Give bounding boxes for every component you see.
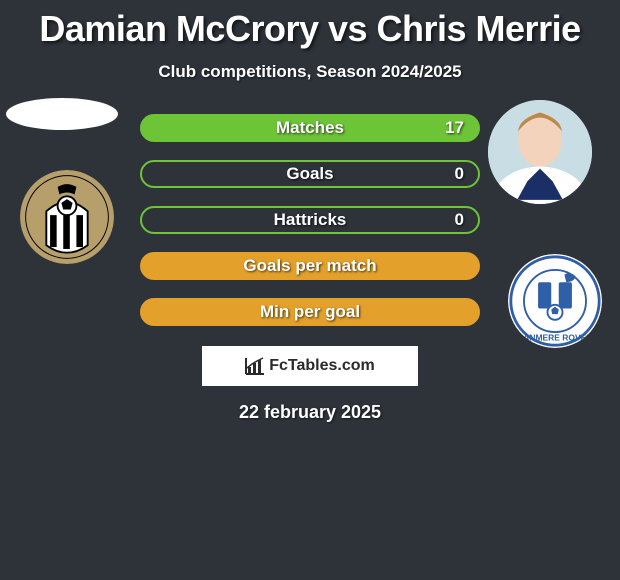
- stat-bar-label: Min per goal: [260, 302, 360, 322]
- notts-county-crest-icon: [20, 170, 114, 264]
- comparison-area: TRANMERE ROVERS Matches17Goals0Hattricks…: [0, 114, 620, 423]
- player-right-avatar: [488, 100, 592, 204]
- stat-bar: Goals per match: [140, 252, 480, 280]
- stat-bar: Hattricks 0: [140, 206, 480, 234]
- stat-bar: Goals 0: [140, 160, 480, 188]
- stat-bar-right-value: 0: [455, 210, 464, 230]
- stat-bar-label: Matches: [276, 118, 344, 138]
- player-left-avatar-placeholder: [6, 98, 118, 130]
- snapshot-date: 22 february 2025: [0, 402, 620, 423]
- svg-text:TRANMERE ROVERS: TRANMERE ROVERS: [512, 332, 598, 342]
- page-title: Damian McCrory vs Chris Merrie: [0, 0, 620, 50]
- stat-bar-label: Goals per match: [243, 256, 376, 276]
- stat-bar-label: Hattricks: [274, 210, 347, 230]
- tranmere-rovers-crest-icon: TRANMERE ROVERS: [508, 254, 602, 348]
- attribution-text: FcTables.com: [269, 357, 375, 375]
- stat-bar-right-value: 0: [455, 164, 464, 184]
- bar-chart-icon: [245, 357, 265, 375]
- attribution-badge: FcTables.com: [202, 346, 418, 386]
- stat-bar-right-value: 17: [445, 118, 464, 138]
- stat-bar-label: Goals: [286, 164, 333, 184]
- subtitle: Club competitions, Season 2024/2025: [0, 62, 620, 82]
- stat-bar: Matches 17: [140, 114, 480, 142]
- stat-bars: Matches 17 Goals 0 Hattricks 0 Goals per match…: [140, 114, 480, 326]
- stat-bar: Min per goal: [140, 298, 480, 326]
